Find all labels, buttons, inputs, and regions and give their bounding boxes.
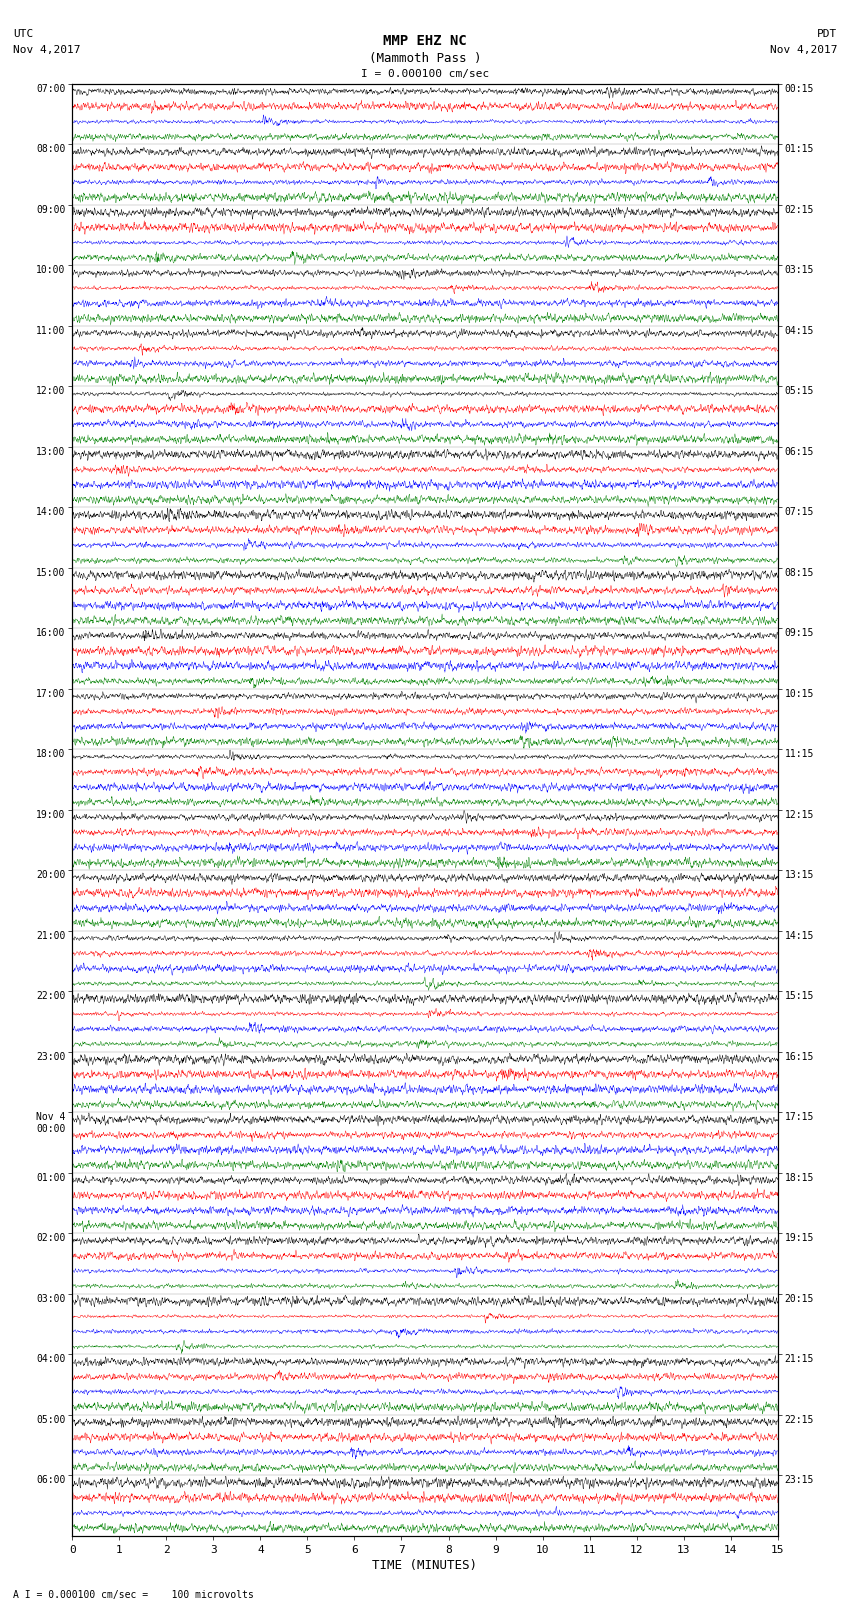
X-axis label: TIME (MINUTES): TIME (MINUTES) [372, 1558, 478, 1571]
Text: PDT: PDT [817, 29, 837, 39]
Text: UTC: UTC [13, 29, 33, 39]
Text: Nov 4,2017: Nov 4,2017 [13, 45, 80, 55]
Text: Nov 4,2017: Nov 4,2017 [770, 45, 837, 55]
Text: MMP EHZ NC: MMP EHZ NC [383, 34, 467, 48]
Text: (Mammoth Pass ): (Mammoth Pass ) [369, 52, 481, 65]
Text: I = 0.000100 cm/sec: I = 0.000100 cm/sec [361, 69, 489, 79]
Text: A I = 0.000100 cm/sec =    100 microvolts: A I = 0.000100 cm/sec = 100 microvolts [13, 1590, 253, 1600]
